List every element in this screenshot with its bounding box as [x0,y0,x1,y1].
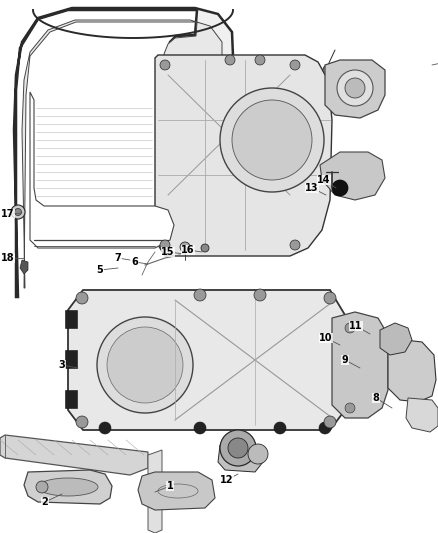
Text: 10: 10 [319,333,333,343]
Bar [65,310,77,328]
Circle shape [345,403,355,413]
Circle shape [228,438,248,458]
Circle shape [345,323,355,333]
Polygon shape [20,260,28,274]
Text: 11: 11 [349,321,363,331]
Text: 16: 16 [181,245,195,255]
Circle shape [274,422,286,434]
Circle shape [76,292,88,304]
Text: 14: 14 [317,175,331,185]
Circle shape [201,244,209,252]
Text: 1: 1 [166,481,173,491]
Polygon shape [68,290,345,430]
Circle shape [160,240,170,250]
Polygon shape [320,152,385,200]
Circle shape [107,327,183,403]
Polygon shape [218,445,263,472]
Polygon shape [148,450,162,533]
Circle shape [225,55,235,65]
Ellipse shape [38,478,98,496]
Text: 3: 3 [59,360,65,370]
Text: 15: 15 [161,247,175,257]
Circle shape [232,100,312,180]
Bar [65,350,77,368]
Text: 7: 7 [115,253,121,263]
Circle shape [11,205,25,219]
Polygon shape [0,435,148,475]
Circle shape [290,60,300,70]
Circle shape [337,70,373,106]
Text: 9: 9 [342,355,348,365]
Polygon shape [14,8,233,297]
Circle shape [160,60,170,70]
Polygon shape [30,92,174,248]
Polygon shape [22,20,222,288]
Text: 6: 6 [132,257,138,267]
Circle shape [194,289,206,301]
Polygon shape [406,398,438,432]
Polygon shape [332,312,388,418]
Polygon shape [388,340,436,402]
Circle shape [194,422,206,434]
Text: 12: 12 [220,475,234,485]
Circle shape [290,240,300,250]
Polygon shape [325,60,385,118]
Circle shape [345,78,365,98]
Circle shape [254,289,266,301]
Text: 18: 18 [1,253,15,263]
Circle shape [248,444,268,464]
Circle shape [220,430,256,466]
Circle shape [324,416,336,428]
Text: 8: 8 [373,393,379,403]
Text: 17: 17 [1,209,15,219]
Circle shape [99,422,111,434]
Polygon shape [138,472,215,510]
Text: 13: 13 [305,183,319,193]
Circle shape [324,292,336,304]
Circle shape [180,242,190,252]
Circle shape [323,65,333,75]
Circle shape [36,481,48,493]
Circle shape [97,317,193,413]
Polygon shape [155,55,332,256]
Circle shape [332,180,348,196]
Circle shape [255,55,265,65]
Text: 5: 5 [97,265,103,275]
Circle shape [76,416,88,428]
Polygon shape [24,470,112,504]
Polygon shape [380,323,412,355]
Circle shape [319,422,331,434]
Circle shape [14,208,21,215]
Circle shape [220,88,324,192]
Text: 2: 2 [42,497,48,507]
Bar [65,390,77,408]
